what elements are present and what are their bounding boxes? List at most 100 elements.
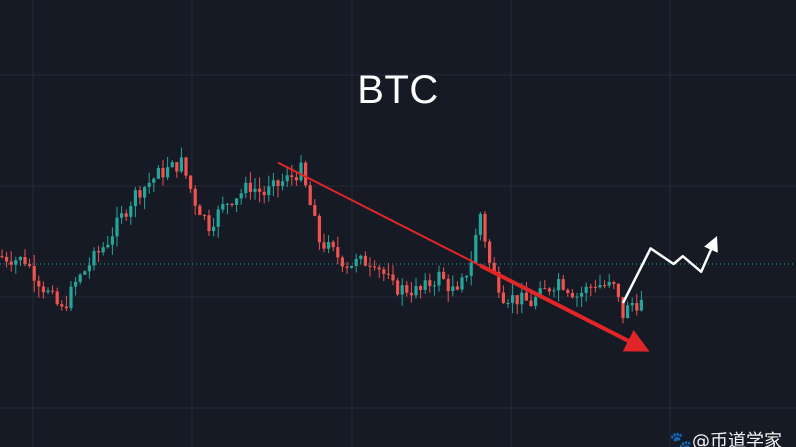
candle-body bbox=[446, 278, 450, 292]
candle-body bbox=[529, 300, 533, 306]
candle-body bbox=[248, 182, 252, 192]
candle-body bbox=[635, 303, 639, 311]
candle-body bbox=[101, 247, 105, 253]
candle-body bbox=[230, 203, 234, 205]
candle-body bbox=[189, 175, 193, 189]
candle-body bbox=[120, 213, 124, 218]
candle-body bbox=[170, 162, 174, 168]
candle-body bbox=[55, 291, 59, 305]
projection-arrow bbox=[621, 236, 718, 304]
candle-body bbox=[69, 286, 73, 309]
candle-body bbox=[41, 286, 45, 293]
candle-body bbox=[607, 282, 611, 286]
candle-body bbox=[258, 188, 262, 192]
candle-body bbox=[308, 185, 312, 206]
candle-body bbox=[442, 271, 446, 279]
candle-body bbox=[405, 285, 409, 293]
candle-body bbox=[557, 279, 561, 291]
candle-body bbox=[400, 285, 404, 295]
candle-body bbox=[138, 190, 142, 198]
candle-body bbox=[524, 292, 528, 301]
candle-body bbox=[340, 257, 344, 267]
candle-body bbox=[603, 285, 607, 287]
candle-body bbox=[46, 290, 50, 293]
candle-body bbox=[451, 286, 455, 292]
candle-body bbox=[566, 289, 570, 293]
candle-body bbox=[419, 286, 423, 290]
candle-body bbox=[354, 258, 358, 266]
candle-body bbox=[543, 288, 547, 290]
candle-body bbox=[216, 209, 220, 227]
candle-body bbox=[244, 182, 248, 194]
candle-body bbox=[432, 285, 436, 287]
candle-body bbox=[285, 175, 289, 182]
candle-body bbox=[547, 288, 551, 292]
candle-body bbox=[465, 275, 469, 278]
candle-body bbox=[271, 180, 275, 187]
candle-body bbox=[391, 274, 395, 281]
candle-body bbox=[630, 303, 634, 306]
candle-body bbox=[124, 213, 128, 217]
candle-body bbox=[428, 280, 432, 287]
candle-body bbox=[97, 251, 101, 253]
candle-body bbox=[534, 297, 538, 306]
candle-body bbox=[396, 280, 400, 295]
candle-body bbox=[350, 265, 354, 268]
candle-body bbox=[478, 213, 482, 235]
candle-body bbox=[0, 256, 4, 258]
candle-body bbox=[294, 177, 298, 181]
candle-body bbox=[520, 292, 524, 305]
candle-body bbox=[386, 273, 390, 275]
candle-body bbox=[51, 290, 55, 292]
candle-body bbox=[193, 188, 197, 206]
candle-body bbox=[455, 286, 459, 290]
candle-body bbox=[262, 191, 266, 196]
candle-body bbox=[538, 288, 542, 298]
candle-body bbox=[336, 247, 340, 258]
candle-body bbox=[492, 262, 496, 272]
candle-body bbox=[469, 262, 473, 276]
candle-body bbox=[501, 292, 505, 303]
candle-body bbox=[414, 286, 418, 296]
watermark: 🐾@币道学家 bbox=[670, 427, 782, 447]
candle-body bbox=[639, 299, 643, 311]
chart-title: BTC bbox=[357, 68, 439, 112]
candle-body bbox=[345, 266, 349, 268]
candle-body bbox=[28, 264, 32, 266]
candle-body bbox=[78, 274, 82, 282]
candle-body bbox=[207, 215, 211, 232]
candle-body bbox=[515, 295, 519, 305]
candle-body bbox=[561, 279, 565, 290]
candle-body bbox=[423, 280, 427, 290]
candle-body bbox=[202, 215, 206, 217]
candle-body bbox=[575, 296, 579, 298]
candle-body bbox=[225, 203, 229, 205]
candle-body bbox=[133, 190, 137, 207]
candle-body bbox=[129, 206, 133, 217]
candle-body bbox=[299, 162, 303, 181]
candle-body bbox=[276, 180, 280, 186]
candle-body bbox=[382, 269, 386, 274]
candle-body bbox=[184, 157, 188, 176]
candle-body bbox=[110, 236, 114, 245]
candle-body bbox=[179, 157, 183, 172]
candle-body bbox=[23, 256, 27, 265]
candle-body bbox=[14, 260, 18, 265]
candle-body bbox=[497, 271, 501, 293]
candle-body bbox=[212, 226, 216, 232]
candle-body bbox=[64, 306, 68, 309]
candle-body bbox=[152, 178, 156, 183]
candle-body bbox=[175, 162, 179, 172]
candle-body bbox=[460, 277, 464, 290]
candle-body bbox=[322, 242, 326, 249]
candle-body bbox=[74, 281, 78, 287]
candle-body bbox=[488, 241, 492, 263]
candle-body bbox=[317, 215, 321, 243]
candle-body bbox=[290, 175, 294, 178]
candle-body bbox=[409, 292, 413, 296]
candle-body bbox=[612, 282, 616, 284]
candle-body bbox=[580, 292, 584, 297]
candle-body bbox=[239, 193, 243, 199]
candle-body bbox=[593, 286, 597, 288]
